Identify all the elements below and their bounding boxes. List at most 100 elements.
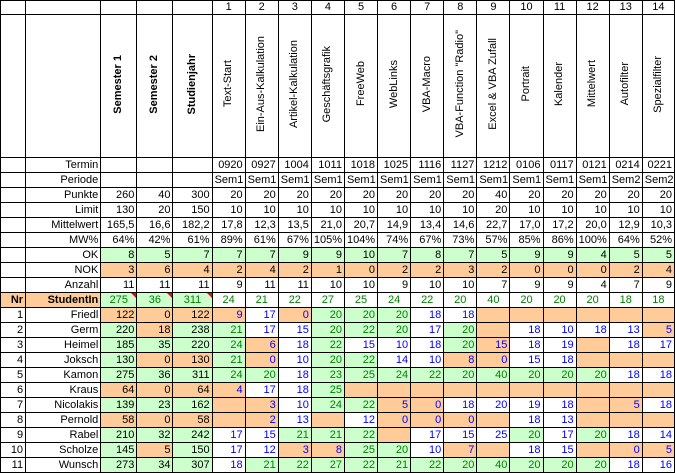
task-points[interactable]: 20 bbox=[343, 307, 379, 323]
anzahl-value[interactable]: 7 bbox=[608, 277, 643, 293]
periode-value[interactable]: Sem1 bbox=[509, 172, 544, 188]
task-points[interactable]: 15 bbox=[343, 337, 379, 353]
task-points[interactable] bbox=[476, 382, 511, 398]
periode-value[interactable]: Sem1 bbox=[310, 172, 345, 188]
task-points[interactable] bbox=[476, 442, 511, 458]
corner-cell[interactable] bbox=[0, 0, 27, 15]
nok-value[interactable]: 0 bbox=[509, 262, 544, 278]
blank-cell[interactable] bbox=[0, 14, 27, 158]
task-points[interactable] bbox=[575, 397, 610, 413]
student-nr[interactable]: 1 bbox=[0, 307, 27, 323]
nok-value[interactable]: 3 bbox=[443, 262, 478, 278]
ok-label[interactable]: OK bbox=[25, 247, 102, 263]
blank-cell[interactable] bbox=[0, 232, 27, 248]
mw-summary[interactable]: 64% bbox=[100, 232, 138, 248]
task-points[interactable] bbox=[641, 412, 675, 428]
limit-value[interactable]: 10 bbox=[211, 202, 246, 218]
task-points[interactable]: 25 bbox=[476, 427, 511, 443]
task-count[interactable]: 25 bbox=[343, 292, 379, 308]
task-points[interactable] bbox=[211, 412, 246, 428]
task-points[interactable]: 18 bbox=[443, 397, 478, 413]
task-points[interactable]: 10 bbox=[277, 352, 312, 368]
punkte-value[interactable]: 20 bbox=[277, 187, 312, 203]
nok-value[interactable]: 4 bbox=[641, 262, 675, 278]
nok-value[interactable]: 2 bbox=[608, 262, 643, 278]
task-number[interactable]: 1 bbox=[211, 0, 246, 15]
task-points[interactable]: 18 bbox=[509, 442, 544, 458]
semester-points[interactable]: 122 bbox=[100, 307, 138, 323]
task-points[interactable]: 20 bbox=[575, 367, 610, 383]
task-points[interactable]: 15 bbox=[244, 427, 279, 443]
task-title[interactable]: Autofilter bbox=[608, 14, 643, 158]
semester-points[interactable]: 64 bbox=[100, 382, 138, 398]
task-points[interactable]: 10 bbox=[377, 337, 412, 353]
mittel-value[interactable]: 12,3 bbox=[244, 217, 279, 233]
termin-value[interactable]: 1025 bbox=[377, 157, 412, 173]
task-points[interactable] bbox=[641, 307, 675, 323]
task-points[interactable]: 13 bbox=[277, 412, 312, 428]
periode-value[interactable]: Sem1 bbox=[377, 172, 412, 188]
periode-value[interactable]: Sem1 bbox=[410, 172, 445, 188]
student-nr[interactable]: 11 bbox=[0, 457, 27, 473]
anzahl-value[interactable]: 10 bbox=[410, 277, 445, 293]
mw-value[interactable]: 64% bbox=[608, 232, 643, 248]
task-points[interactable]: 19 bbox=[542, 337, 577, 353]
task-title[interactable]: VBA-Macro bbox=[410, 14, 445, 158]
punkte-label[interactable]: Punkte bbox=[25, 187, 102, 203]
task-number[interactable]: 12 bbox=[575, 0, 610, 15]
task-points[interactable]: 25 bbox=[343, 442, 379, 458]
task-points[interactable] bbox=[476, 322, 511, 338]
student-name[interactable]: Joksch bbox=[25, 352, 102, 368]
nok-value[interactable]: 2 bbox=[476, 262, 511, 278]
periode-summary[interactable] bbox=[136, 172, 174, 188]
limit-summary[interactable]: 130 bbox=[100, 202, 138, 218]
task-count[interactable]: 20 bbox=[575, 292, 610, 308]
limit-value[interactable]: 10 bbox=[244, 202, 279, 218]
task-points[interactable]: 20 bbox=[509, 457, 544, 473]
ok-value[interactable]: 10 bbox=[343, 247, 379, 263]
semester-points[interactable]: 220 bbox=[100, 322, 138, 338]
periode-value[interactable]: Sem1 bbox=[476, 172, 511, 188]
task-title[interactable]: Portrait bbox=[509, 14, 544, 158]
task-points[interactable]: 5 bbox=[377, 397, 412, 413]
semester-points[interactable]: 238 bbox=[172, 322, 213, 338]
ok-value[interactable]: 7 bbox=[377, 247, 412, 263]
task-points[interactable]: 10 bbox=[410, 352, 445, 368]
task-number[interactable]: 4 bbox=[310, 0, 345, 15]
task-points[interactable]: 15 bbox=[476, 337, 511, 353]
task-points[interactable]: 22 bbox=[343, 352, 379, 368]
semester-points[interactable]: 150 bbox=[172, 442, 213, 458]
task-points[interactable]: 20 bbox=[443, 367, 478, 383]
task-points[interactable]: 22 bbox=[310, 337, 345, 353]
task-title[interactable]: VBA-Function "Radio" bbox=[443, 14, 478, 158]
task-points[interactable]: 18 bbox=[608, 457, 643, 473]
semester-points[interactable]: 122 bbox=[172, 307, 213, 323]
task-points[interactable]: 18 bbox=[509, 412, 544, 428]
anzahl-value[interactable]: 7 bbox=[476, 277, 511, 293]
task-points[interactable]: 20 bbox=[377, 442, 412, 458]
mw-label[interactable]: MW% bbox=[25, 232, 102, 248]
periode-value[interactable]: Sem1 bbox=[244, 172, 279, 188]
punkte-value[interactable]: 20 bbox=[343, 187, 379, 203]
task-points[interactable]: 2 bbox=[244, 412, 279, 428]
task-points[interactable]: 18 bbox=[641, 367, 675, 383]
task-points[interactable]: 0 bbox=[608, 442, 643, 458]
task-points[interactable]: 20 bbox=[443, 457, 478, 473]
task-title[interactable]: Text-Start bbox=[211, 14, 246, 158]
task-title[interactable]: Excel & VBA Zufall bbox=[476, 14, 511, 158]
task-points[interactable] bbox=[410, 382, 445, 398]
task-points[interactable]: 24 bbox=[310, 397, 345, 413]
task-points[interactable] bbox=[575, 307, 610, 323]
semester-points[interactable]: 145 bbox=[100, 442, 138, 458]
student-nr[interactable]: 5 bbox=[0, 367, 27, 383]
task-points[interactable]: 17 bbox=[244, 382, 279, 398]
mw-value[interactable]: 105% bbox=[310, 232, 345, 248]
punkte-value[interactable]: 20 bbox=[410, 187, 445, 203]
anzahl-value[interactable]: 10 bbox=[443, 277, 478, 293]
task-points[interactable]: 22 bbox=[410, 367, 445, 383]
task-points[interactable]: 40 bbox=[476, 367, 511, 383]
task-points[interactable]: 24 bbox=[211, 367, 246, 383]
anzahl-value[interactable]: 11 bbox=[277, 277, 312, 293]
task-points[interactable] bbox=[542, 307, 577, 323]
mw-value[interactable]: 104% bbox=[343, 232, 379, 248]
